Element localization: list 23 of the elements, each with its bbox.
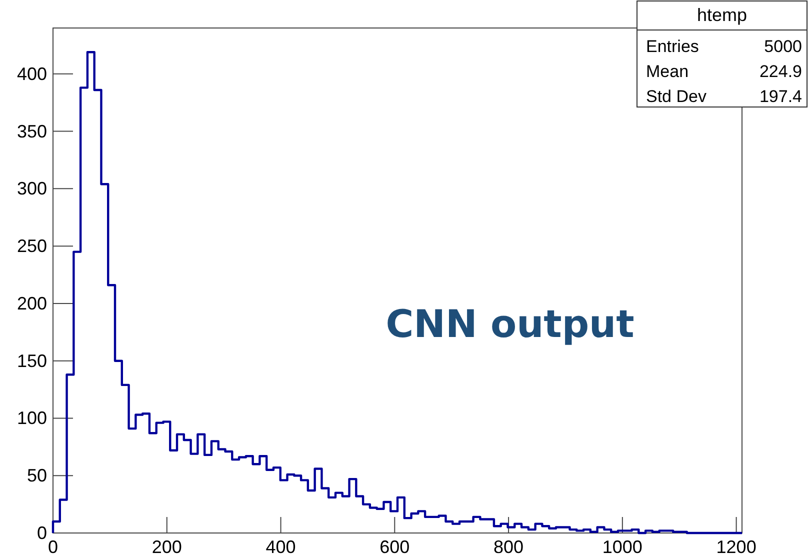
x-tick-label: 800 (494, 537, 524, 557)
y-tick-label: 350 (16, 121, 47, 142)
y-tick-label: 0 (36, 523, 47, 543)
annotation: Entries (646, 37, 699, 56)
x-tick-label: 400 (266, 537, 296, 557)
y-tick-label: 200 (16, 293, 47, 314)
y-tick-label: 250 (16, 236, 47, 256)
text: htemp (696, 5, 748, 25)
y-tick-label: 400 (16, 64, 47, 84)
y-tick-label: 50 (26, 466, 47, 486)
text: 197.4 (759, 87, 802, 106)
x-tick-label: 200 (152, 537, 182, 557)
y-tick-label: 150 (16, 350, 47, 371)
x-tick-label: 1200 (716, 537, 756, 557)
text: 224.9 (759, 62, 802, 81)
annotation: CNN output (386, 302, 634, 346)
x-tick-label: 600 (380, 537, 410, 557)
y-tick-label: 300 (16, 178, 47, 199)
x-tick-label: 1000 (602, 537, 642, 557)
annotation: Mean (646, 62, 689, 81)
text: 5000 (764, 37, 802, 56)
y-tick-label: 100 (16, 408, 47, 428)
annotation: Std Dev (646, 87, 707, 106)
